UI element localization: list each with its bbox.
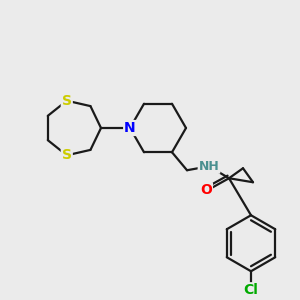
Text: S: S <box>62 148 72 162</box>
Text: O: O <box>200 183 212 197</box>
Text: S: S <box>62 94 72 108</box>
Text: NH: NH <box>199 160 219 173</box>
Text: N: N <box>124 121 136 135</box>
Text: Cl: Cl <box>244 283 258 297</box>
